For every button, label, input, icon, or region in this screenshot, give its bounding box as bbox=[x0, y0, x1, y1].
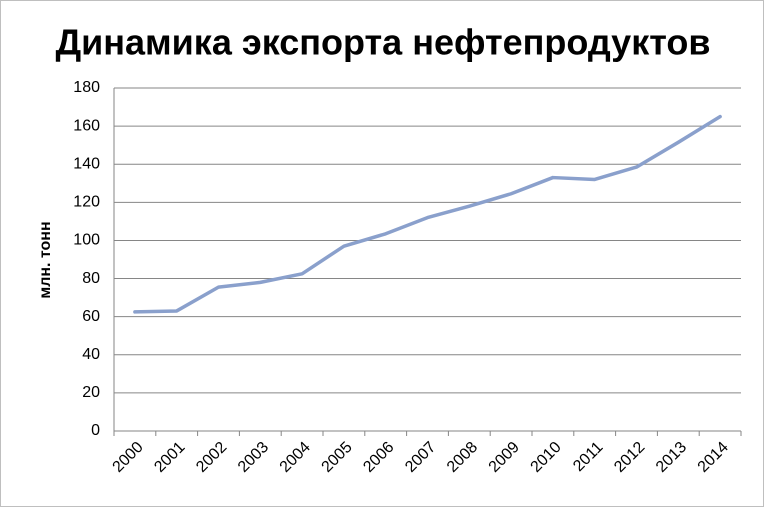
y-tick-label: 60 bbox=[82, 308, 100, 325]
y-tick-label: 100 bbox=[73, 232, 100, 249]
y-tick-label: 140 bbox=[73, 155, 100, 172]
y-tick-label: 160 bbox=[73, 117, 100, 134]
y-tick-label: 80 bbox=[82, 270, 100, 287]
y-tick-label: 120 bbox=[73, 194, 100, 211]
y-axis-label: млн. тонн bbox=[37, 221, 54, 298]
line bbox=[133, 114, 722, 314]
y-tick-label: 0 bbox=[91, 422, 100, 439]
chart-title: Динамика экспорта нефтепродуктов bbox=[56, 22, 711, 63]
y-tick-label: 40 bbox=[82, 346, 100, 363]
y-tick-label: 20 bbox=[82, 384, 100, 401]
y-tick-label: 180 bbox=[73, 79, 100, 96]
